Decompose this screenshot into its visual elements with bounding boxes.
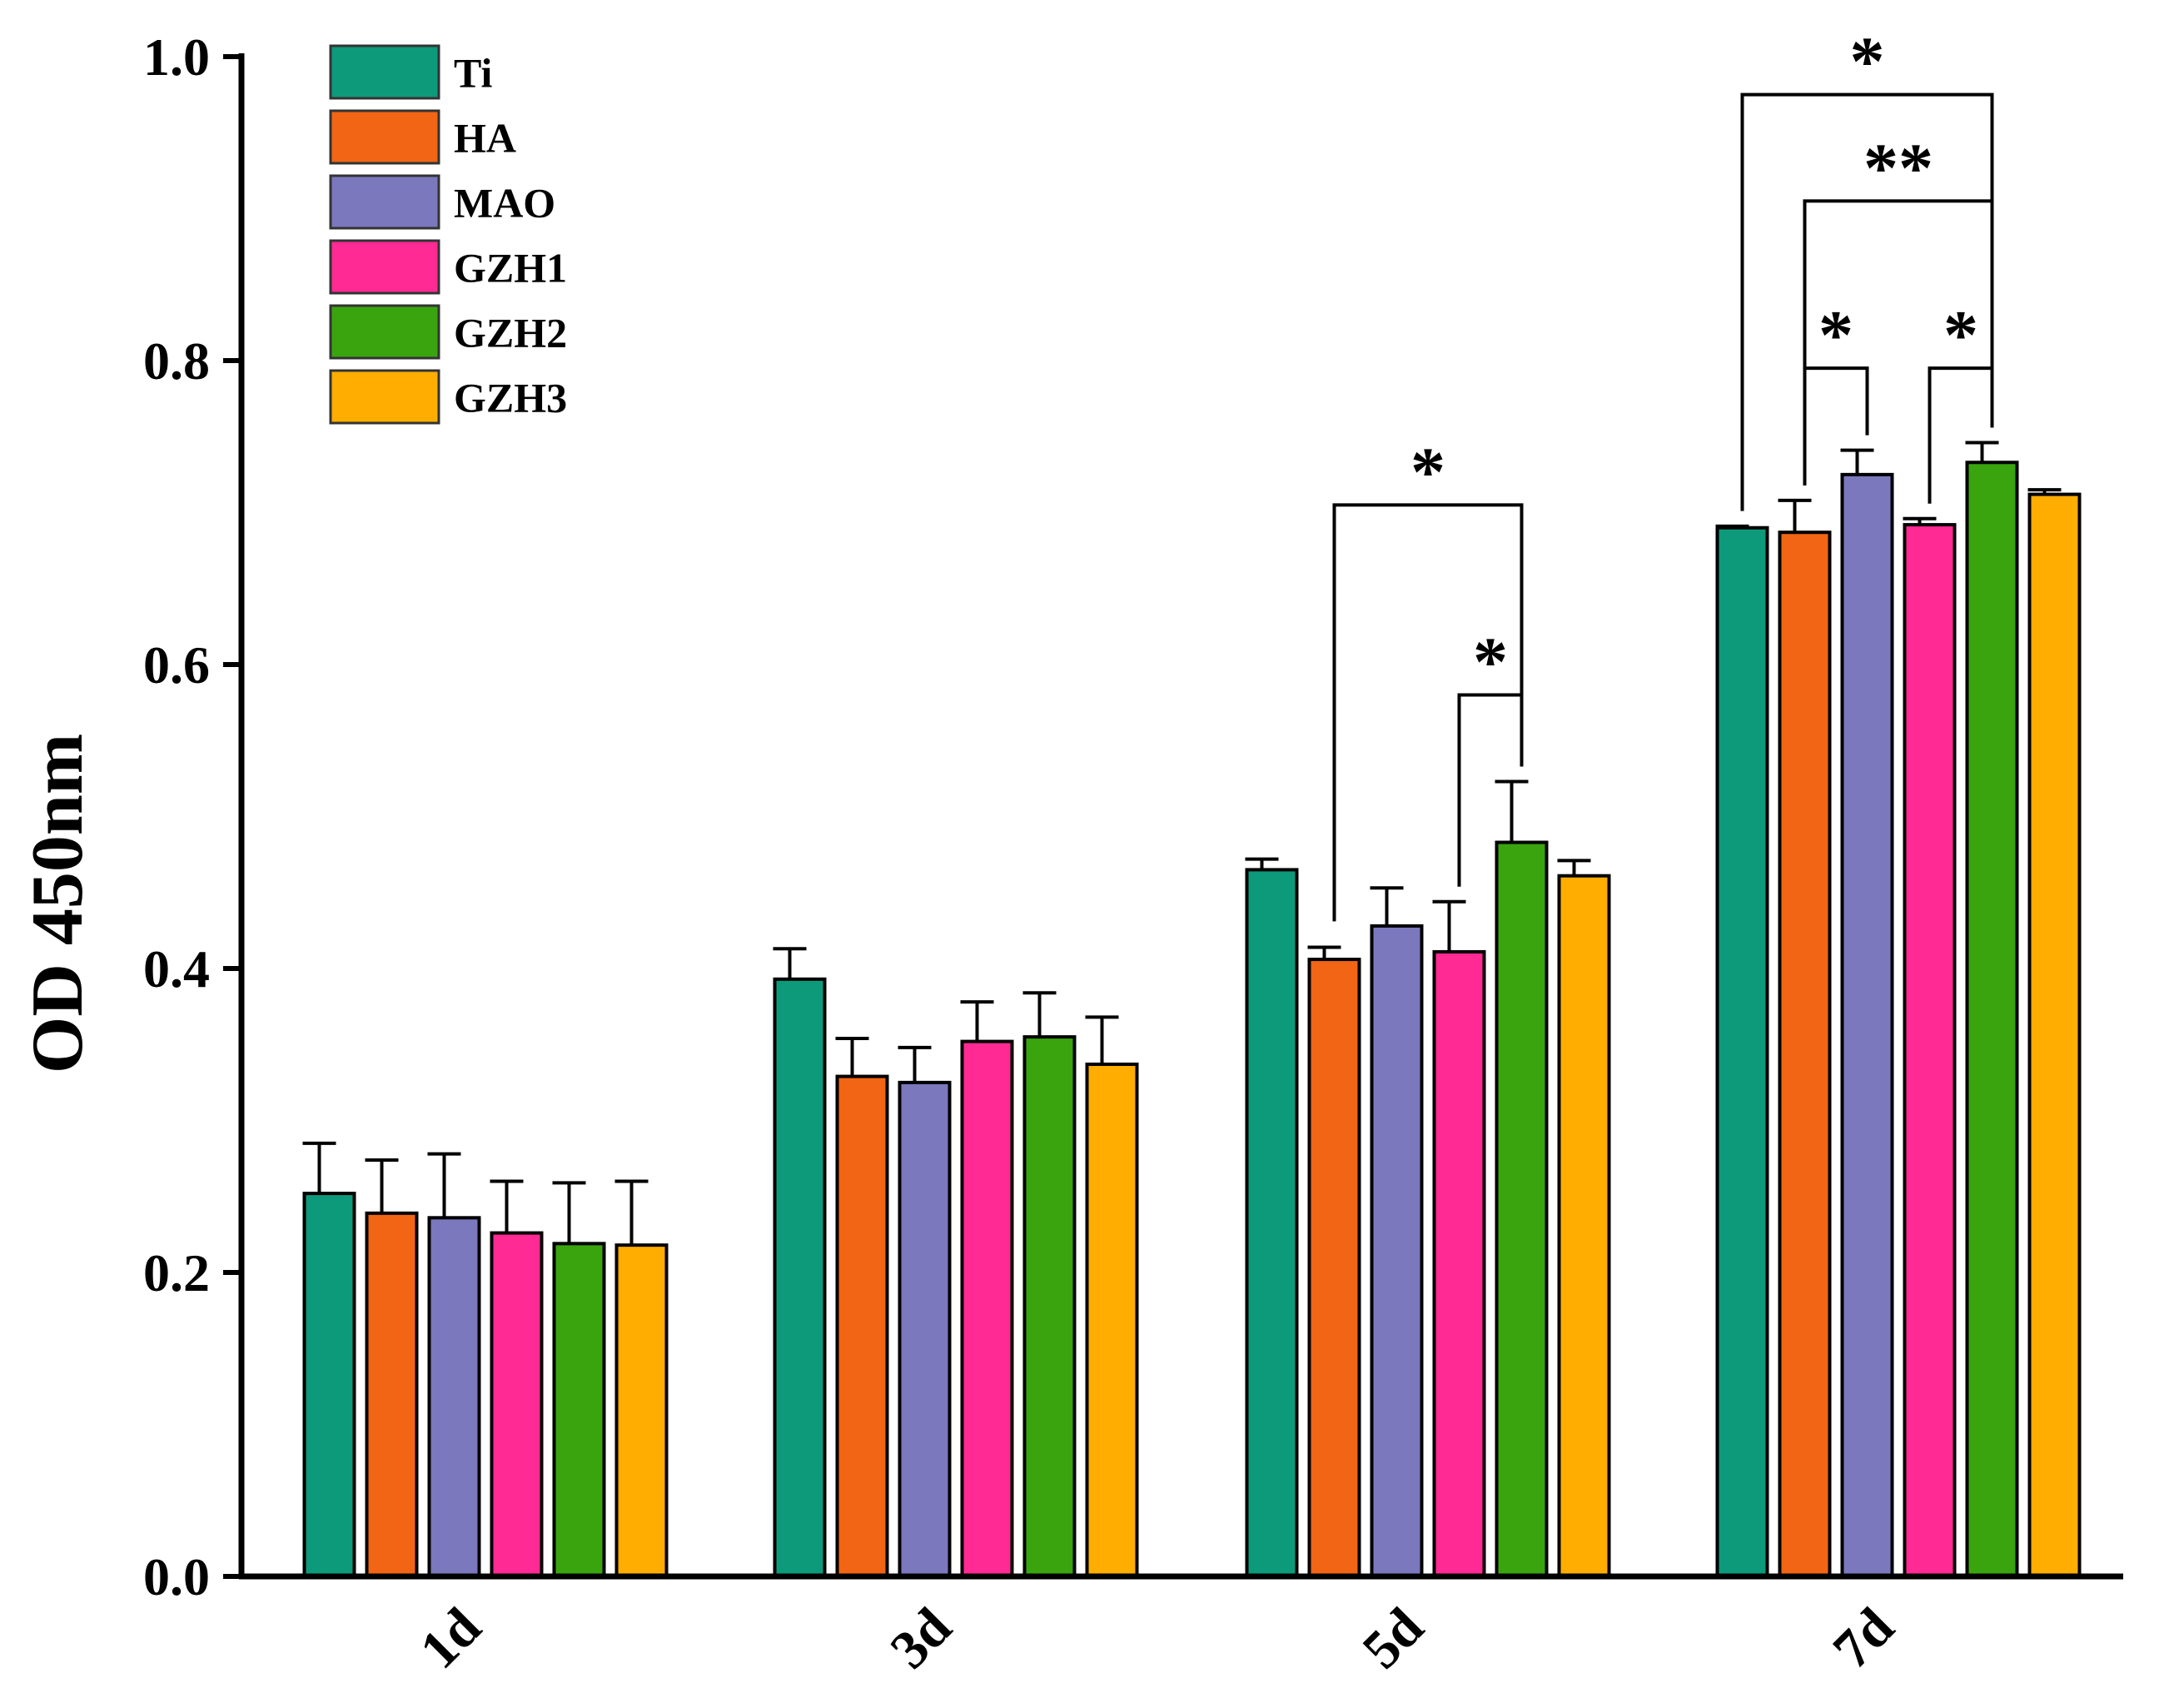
error-bar-gzh2-7d <box>1965 441 1999 463</box>
error-bar-gzh3-7d <box>2027 488 2062 495</box>
error-bar-mao-5d <box>1370 886 1404 926</box>
bar-ti-3d <box>773 977 827 1578</box>
bar-gzh1-3d <box>960 1039 1014 1578</box>
bar-gzh1-7d <box>1903 523 1957 1578</box>
y-tick-label-1.0: 1.0 <box>143 27 210 87</box>
error-bar-gzh1-3d <box>960 1000 994 1042</box>
error-bar-ti-5d <box>1245 857 1279 870</box>
error-bar-ha-1d <box>365 1158 399 1213</box>
bar-gzh2-3d <box>1022 1035 1077 1578</box>
error-bar-gzh1-7d <box>1903 516 1937 525</box>
error-bar-gzh2-5d <box>1495 779 1529 843</box>
y-tick-label-0.8: 0.8 <box>143 331 210 391</box>
legend-swatch-gzh3 <box>329 369 440 425</box>
error-bar-ha-7d <box>1778 498 1812 533</box>
bar-gzh1-5d <box>1432 949 1486 1579</box>
significance-label-3: * <box>1850 23 1885 101</box>
significance-label-5: * <box>1818 296 1853 374</box>
error-bar-gzh3-5d <box>1557 859 1591 876</box>
error-bar-mao-3d <box>898 1045 932 1083</box>
legend-swatch-ha <box>329 109 440 165</box>
significance-bracket-1 <box>1332 503 1524 922</box>
error-bar-ti-3d <box>773 947 807 979</box>
bar-gzh3-3d <box>1085 1062 1139 1578</box>
bar-mao-3d <box>898 1080 952 1578</box>
error-bar-gzh3-3d <box>1085 1015 1119 1064</box>
error-bar-gzh2-1d <box>552 1181 586 1244</box>
bar-ti-7d <box>1715 525 1769 1578</box>
bar-mao-5d <box>1370 924 1424 1578</box>
error-bar-mao-1d <box>427 1152 461 1218</box>
y-tick-label-0.2: 0.2 <box>143 1243 210 1302</box>
bar-ha-3d <box>835 1074 889 1578</box>
error-bar-gzh1-5d <box>1432 899 1466 952</box>
y-tick-label-0.6: 0.6 <box>143 635 210 695</box>
y-axis-title: OD 450nm <box>17 734 98 1073</box>
significance-layer: ****** * <box>1332 23 1994 922</box>
bar-ti-1d <box>302 1192 356 1578</box>
legend-label-gzh1: GZH1 <box>454 245 567 291</box>
bar-gzh2-5d <box>1495 840 1549 1578</box>
legend: Ti HA MAO GZH1 GZH2 GZH3 <box>329 44 567 425</box>
y-tick-label-0.4: 0.4 <box>143 939 210 998</box>
significance-label-2: * <box>1473 624 1508 701</box>
bar-gzh3-7d <box>2027 492 2082 1578</box>
legend-swatch-gzh2 <box>329 304 440 360</box>
bar-mao-1d <box>427 1216 481 1579</box>
significance-bracket-6 <box>1928 366 1994 504</box>
bar-gzh2-1d <box>552 1242 606 1578</box>
error-bar-ti-7d <box>1715 524 1749 528</box>
error-bars-layer <box>302 441 2062 1246</box>
x-tick-label-5d: 5d <box>1351 1596 1435 1681</box>
legend-label-mao: MAO <box>454 180 555 227</box>
error-bar-gzh1-1d <box>490 1179 524 1233</box>
significance-label-4: ** <box>1863 129 1933 207</box>
legend-swatch-mao <box>329 174 440 230</box>
error-bar-mao-7d <box>1840 448 1874 475</box>
error-bar-gzh2-3d <box>1022 991 1057 1038</box>
significance-label-6: * <box>1943 296 1978 374</box>
significance-label-1: * <box>1410 433 1445 510</box>
legend-swatch-ti <box>329 44 440 100</box>
significance-bracket-5 <box>1803 366 1869 486</box>
bar-ha-5d <box>1307 958 1361 1579</box>
bar-mao-7d <box>1840 472 1894 1578</box>
legend-label-gzh2: GZH2 <box>454 310 567 356</box>
legend-label-ti: Ti <box>454 50 492 97</box>
significance-bracket-2 <box>1457 693 1524 887</box>
error-bar-ha-5d <box>1307 945 1341 960</box>
bar-gzh3-1d <box>614 1243 669 1579</box>
legend-label-ha: HA <box>454 115 516 162</box>
x-tick-label-1d: 1d <box>409 1596 493 1681</box>
x-tick-label-7d: 7d <box>1822 1596 1906 1681</box>
bar-ti-5d <box>1245 868 1299 1578</box>
error-bar-ti-1d <box>302 1141 336 1194</box>
bar-gzh2-7d <box>1965 461 2019 1578</box>
bars-layer <box>302 461 2082 1579</box>
significance-bracket-4 <box>1803 199 1994 486</box>
legend-swatch-gzh1 <box>329 239 440 295</box>
legend-label-gzh3: GZH3 <box>454 375 567 421</box>
error-bar-ha-3d <box>835 1036 869 1077</box>
y-tick-label-0.0: 0.0 <box>143 1547 210 1606</box>
bar-ha-1d <box>365 1211 419 1578</box>
error-bar-gzh3-1d <box>614 1179 649 1246</box>
bar-gzh1-1d <box>490 1231 544 1579</box>
bar-ha-7d <box>1778 530 1832 1578</box>
x-tick-label-3d: 3d <box>879 1596 963 1681</box>
bar-gzh3-5d <box>1557 874 1611 1579</box>
